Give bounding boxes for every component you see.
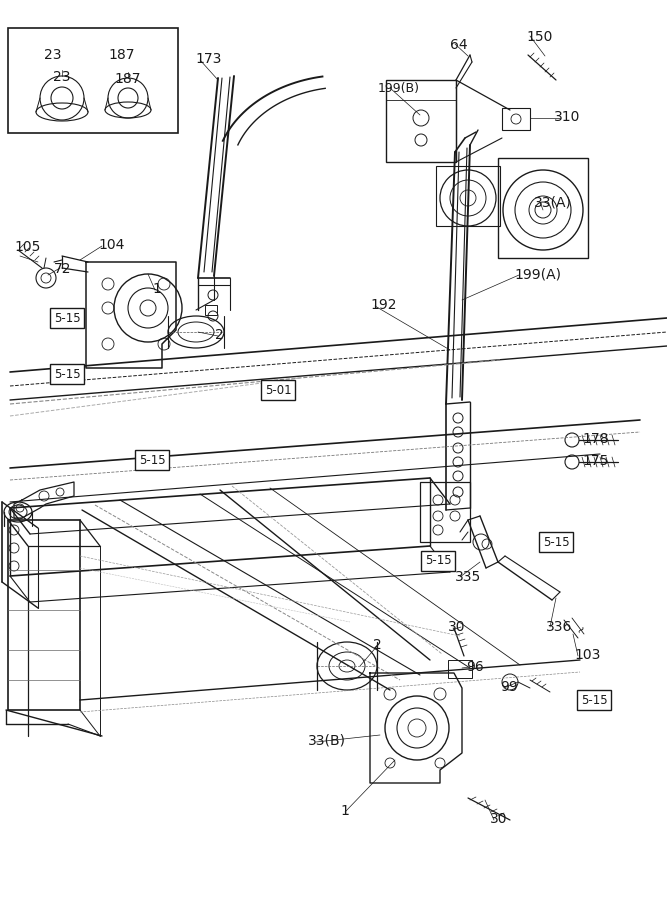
Text: 5-15: 5-15 [543,536,570,548]
Bar [386,80,456,162]
Text: 150: 150 [526,30,552,44]
Text: 33(B): 33(B) [308,734,346,748]
Text: 5-15: 5-15 [139,454,165,466]
Text: 178: 178 [582,432,608,446]
Bar [498,158,588,258]
Text: 2: 2 [215,328,223,342]
Text: ~: ~ [575,623,589,637]
Text: 33(A): 33(A) [534,195,572,209]
Text: 30: 30 [490,812,508,826]
Text: 104: 104 [98,238,124,252]
Text: 173: 173 [195,52,221,66]
Text: 192: 192 [370,298,396,312]
Text: 64: 64 [450,38,468,52]
Text: 199(B): 199(B) [378,82,420,95]
Text: 199(A): 199(A) [514,268,561,282]
Text: 175: 175 [582,454,608,468]
Text: 72: 72 [54,262,71,276]
Text: 96: 96 [466,660,484,674]
Text: 105: 105 [14,240,41,254]
Bar [8,520,80,710]
Text: 5-01: 5-01 [265,383,291,397]
Text: 30: 30 [448,620,466,634]
Text: 5-15: 5-15 [581,694,608,706]
Bar [8,28,178,133]
Text: 310: 310 [554,110,580,124]
Text: 2: 2 [373,638,382,652]
Text: 5-15: 5-15 [53,311,80,325]
Text: 5-15: 5-15 [425,554,452,568]
Text: 23: 23 [44,48,61,62]
Text: 336: 336 [546,620,572,634]
Text: 1: 1 [152,282,161,296]
Text: 187: 187 [115,72,141,86]
Bar [448,660,472,678]
Bar [502,108,530,130]
Bar [420,482,470,542]
Text: 5-15: 5-15 [53,367,80,381]
Text: 335: 335 [455,570,482,584]
Bar [436,166,500,226]
Text: 23: 23 [53,70,71,84]
Text: 99: 99 [500,680,518,694]
Text: 1: 1 [340,804,349,818]
Text: 103: 103 [574,648,600,662]
Text: 187: 187 [108,48,135,62]
Bar [205,305,217,315]
